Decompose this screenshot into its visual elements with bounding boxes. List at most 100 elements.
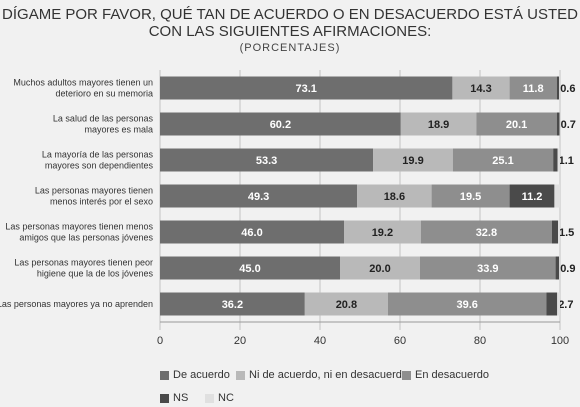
bar-segment [431,184,510,208]
data-label: 1.5 [559,227,574,239]
bar-segment [552,220,558,244]
category-label: mayores es mala [84,125,153,135]
data-label: 0.7 [561,119,576,131]
category-label: menos interés por el sexo [50,197,153,207]
bar-segment [559,76,560,100]
data-label: 45.0 [239,263,260,275]
data-label: 49.3 [248,191,269,203]
category-label: Muchos adultos mayores tienen un [13,78,153,88]
bar-segment [373,148,453,172]
x-tick-label: 0 [157,335,163,347]
legend-item-nc: NC [205,392,234,404]
legend-swatch-nc [205,393,214,403]
data-label: 0.9 [560,263,575,275]
bar-segment [160,184,358,208]
category-label: higiene que la de los jóvenes [37,269,154,279]
legend-item-en-desacuerdo: En desacuerdo [402,369,489,381]
bar-segment [160,256,340,280]
legend-label-nc: NC [218,392,234,404]
legend-swatch-ni [236,370,245,380]
data-label: 2.7 [558,299,573,311]
data-label: 46.0 [241,227,262,239]
bar-segment [557,148,560,172]
chart-title-line-1: DÍGAME POR FAVOR, QUÉ TAN DE ACUERDO O E… [2,6,578,23]
data-label: 19.5 [460,191,481,203]
data-label: 20.8 [336,299,357,311]
bar-segment [553,148,558,172]
bar-segment [558,220,560,244]
legend-swatch-ns [160,393,169,403]
x-tick-label: 80 [474,335,486,347]
category-label: Las personas mayores tienen menos [5,222,153,232]
legend-label-de-acuerdo: De acuerdo [173,369,230,381]
bar-segment [452,76,510,100]
legend-item-ni: Ni de acuerdo, ni en desacuerdo [236,369,408,381]
chart-title-line-2: CON LAS SIGUIENTES AFIRMACIONES: [148,23,432,40]
data-label: 60.2 [270,119,291,131]
bar-segment [557,292,560,316]
bar-segment [160,76,453,100]
bar-segment [556,76,560,100]
bar-segment [476,112,557,136]
data-label: 32.8 [476,227,497,239]
chart-subtitle: (PORCENTAJES) [239,42,341,54]
category-label: La mayoría de las personas [42,150,154,160]
bar-segment [555,256,560,280]
bar-segment [357,184,432,208]
data-label: 11.8 [523,83,544,95]
category-label: La salud de las personas [53,114,154,124]
category-label: Las personas mayores ya no aprenden [0,299,153,309]
bar-segment [509,76,557,100]
bar-segment [509,184,555,208]
bar-segment [546,292,558,316]
data-label: 18.9 [428,119,449,131]
data-label: 53.3 [256,155,277,167]
bar-segment [160,112,401,136]
legend-label-ni: Ni de acuerdo, ni en desacuerdo [249,369,408,381]
bar-segment [160,148,374,172]
legend-swatch-en-desacuerdo [402,370,411,380]
legend-swatch-de-acuerdo [160,370,169,380]
category-label: Las personas mayores tienen peor [14,258,153,268]
bar-segment [420,220,552,244]
data-label: 33.9 [477,263,498,275]
category-label: mayores son dependientes [45,161,154,171]
bar-segment [304,292,388,316]
data-label: 73.1 [295,83,316,95]
category-label: Las personas mayores tienen [35,186,153,196]
bar-segment [388,292,547,316]
data-label: 25.1 [492,155,513,167]
bar-segment [452,148,554,172]
legend-label-en-desacuerdo: En desacuerdo [415,369,489,381]
legend-item-ns: NS [160,392,188,404]
data-label: 0.6 [560,83,575,95]
category-label: deterioro en su memoria [55,89,153,99]
bar-segment [344,220,421,244]
data-label: 19.2 [372,227,393,239]
bar-segment [554,184,560,208]
data-label: 18.6 [384,191,405,203]
x-tick-label: 40 [314,335,326,347]
bar-segment [160,220,344,244]
data-label: 20.0 [369,263,390,275]
bar-segment [420,256,556,280]
x-tick-label: 20 [234,335,246,347]
data-label: 20.1 [506,119,527,131]
bar-segment [160,292,305,316]
category-label: amigos que las personas jóvenes [19,233,153,243]
bar-segment [556,112,560,136]
x-tick-label: 60 [394,335,406,347]
data-label: 1.1 [559,155,574,167]
data-label: 11.2 [522,191,543,203]
bar-segment [559,256,560,280]
legend-item-de-acuerdo: De acuerdo [160,369,230,381]
x-tick-label: 100 [551,335,569,347]
data-label: 14.3 [470,83,491,95]
legend-label-ns: NS [173,392,189,404]
bar-segment [400,112,477,136]
bar-segment [340,256,420,280]
data-label: 36.2 [222,299,243,311]
data-label: 19.9 [402,155,423,167]
data-label: 39.6 [456,299,477,311]
